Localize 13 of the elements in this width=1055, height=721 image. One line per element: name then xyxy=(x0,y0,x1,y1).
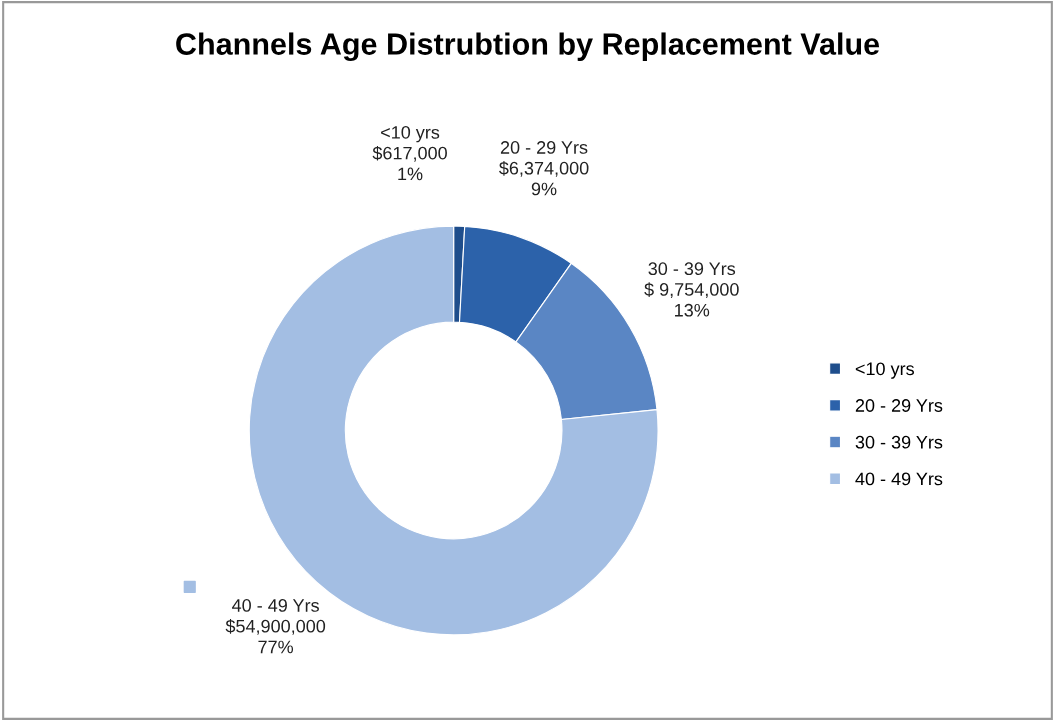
data-label: $6,374,000 9% xyxy=(499,161,589,196)
data-label: $54,900,000 77% xyxy=(225,619,326,654)
slice-label: <10 yrs xyxy=(381,125,440,143)
legend-label: 30 - 39 Yrs xyxy=(855,435,943,449)
legend-label: 40 - 49 Yrs xyxy=(855,472,943,486)
slice-label: 40 - 49 Yrs xyxy=(232,599,319,612)
data-label: $617,000 1% xyxy=(372,145,447,181)
legend-label: <10 yrs xyxy=(855,362,914,379)
data-label: $ 9,754,000 13% xyxy=(644,282,739,317)
slice-label: 20 - 29 Yrs xyxy=(500,141,588,154)
legend-label: 20 - 29 Yrs xyxy=(855,399,943,412)
chart-title: Channels Age Distrubtion by Replacement Value xyxy=(176,32,880,62)
slice-label: 30 - 39 Yrs xyxy=(648,262,736,276)
